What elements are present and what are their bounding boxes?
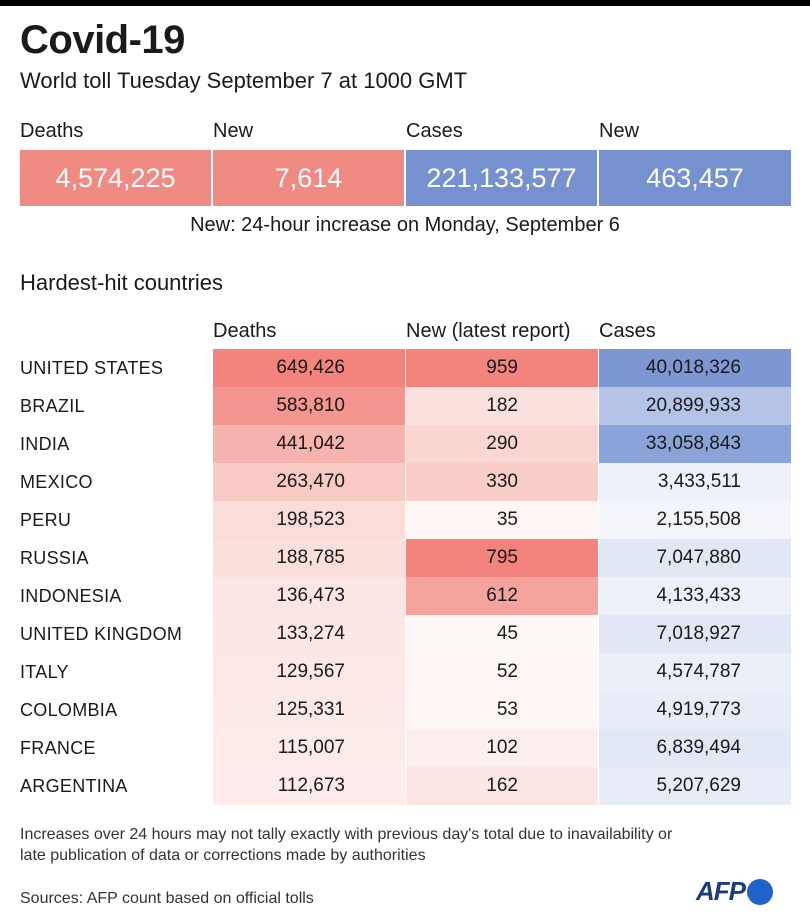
table-row: ITALY 129,567 52 4,574,787 xyxy=(0,653,810,691)
cases-cell: 4,574,787 xyxy=(599,653,791,691)
kpi-label-cases: Cases xyxy=(406,120,463,142)
cases-cell: 4,133,433 xyxy=(599,577,791,615)
table-row: UNITED STATES 649,426 959 40,018,326 xyxy=(0,349,810,387)
kpi-label-new-deaths: New xyxy=(213,120,254,142)
country-name: ARGENTINA xyxy=(20,776,128,796)
country-name: PERU xyxy=(20,510,72,530)
cases-cell: 3,433,511 xyxy=(599,463,791,501)
country-name: UNITED STATES xyxy=(20,358,164,378)
deaths-cell: 133,274 xyxy=(213,615,405,653)
table-row: RUSSIA 188,785 795 7,047,880 xyxy=(0,539,810,577)
column-header-cases: Cases xyxy=(599,320,656,342)
kpi-deaths-value: 4,574,225 xyxy=(20,150,211,206)
cases-cell: 33,058,843 xyxy=(599,425,791,463)
country-name: BRAZIL xyxy=(20,396,85,416)
cases-cell: 4,919,773 xyxy=(599,691,791,729)
deaths-cell: 649,426 xyxy=(213,349,405,387)
new-cell: 612 xyxy=(406,577,598,615)
cases-cell: 5,207,629 xyxy=(599,767,791,805)
country-name: FRANCE xyxy=(20,738,96,758)
country-name: INDONESIA xyxy=(20,586,122,606)
deaths-cell: 136,473 xyxy=(213,577,405,615)
country-name: MEXICO xyxy=(20,472,93,492)
column-header-new: New (latest report) xyxy=(406,320,571,342)
page-title: Covid-19 xyxy=(20,18,185,62)
table-row: PERU 198,523 35 2,155,508 xyxy=(0,501,810,539)
country-name: UNITED KINGDOM xyxy=(20,624,183,644)
deaths-cell: 441,042 xyxy=(213,425,405,463)
new-cell: 45 xyxy=(406,615,598,653)
kpi-new-deaths-value: 7,614 xyxy=(213,150,404,206)
new-cell: 290 xyxy=(406,425,598,463)
section-title: Hardest-hit countries xyxy=(20,270,223,295)
cases-cell: 7,047,880 xyxy=(599,539,791,577)
new-cell: 102 xyxy=(406,729,598,767)
country-name: COLOMBIA xyxy=(20,700,118,720)
deaths-cell: 125,331 xyxy=(213,691,405,729)
cases-cell: 20,899,933 xyxy=(599,387,791,425)
new-cell: 52 xyxy=(406,653,598,691)
table-row: MEXICO 263,470 330 3,433,511 xyxy=(0,463,810,501)
table-row: BRAZIL 583,810 182 20,899,933 xyxy=(0,387,810,425)
deaths-cell: 583,810 xyxy=(213,387,405,425)
globe-icon xyxy=(747,878,773,905)
cases-cell: 6,839,494 xyxy=(599,729,791,767)
afp-logo: AFP xyxy=(696,876,773,907)
new-cell: 182 xyxy=(406,387,598,425)
footnote: Increases over 24 hours may not tally ex… xyxy=(20,826,673,864)
new-cell: 162 xyxy=(406,767,598,805)
country-name: RUSSIA xyxy=(20,548,89,568)
kpi-label-new-cases: New xyxy=(599,120,640,142)
cases-cell: 2,155,508 xyxy=(599,501,791,539)
new-cell: 330 xyxy=(406,463,598,501)
deaths-cell: 188,785 xyxy=(213,539,405,577)
new-cell: 959 xyxy=(406,349,598,387)
deaths-cell: 263,470 xyxy=(213,463,405,501)
cases-cell: 7,018,927 xyxy=(599,615,791,653)
table-row: INDONESIA 136,473 612 4,133,433 xyxy=(0,577,810,615)
column-header-deaths: Deaths xyxy=(213,320,277,342)
kpi-label-deaths: Deaths xyxy=(20,120,84,142)
new-cell: 795 xyxy=(406,539,598,577)
deaths-cell: 129,567 xyxy=(213,653,405,691)
kpi-cases-value: 221,133,577 xyxy=(406,150,597,206)
afp-logo-text: AFP xyxy=(696,876,746,906)
kpi-new-cases-value: 463,457 xyxy=(599,150,791,206)
country-name: INDIA xyxy=(20,434,70,454)
table-row: COLOMBIA 125,331 53 4,919,773 xyxy=(0,691,810,729)
new-cell: 35 xyxy=(406,501,598,539)
country-name: ITALY xyxy=(20,662,69,682)
cases-cell: 40,018,326 xyxy=(599,349,791,387)
table-row: FRANCE 115,007 102 6,839,494 xyxy=(0,729,810,767)
new-cell: 53 xyxy=(406,691,598,729)
deaths-cell: 198,523 xyxy=(213,501,405,539)
table-row: ARGENTINA 112,673 162 5,207,629 xyxy=(0,767,810,805)
table-row: UNITED KINGDOM 133,274 45 7,018,927 xyxy=(0,615,810,653)
table-row: INDIA 441,042 290 33,058,843 xyxy=(0,425,810,463)
deaths-cell: 112,673 xyxy=(213,767,405,805)
sources-line: Sources: AFP count based on official tol… xyxy=(20,890,314,907)
page-subtitle: World toll Tuesday September 7 at 1000 G… xyxy=(20,68,468,93)
deaths-cell: 115,007 xyxy=(213,729,405,767)
top-rule xyxy=(0,0,810,6)
kpi-note: New: 24-hour increase on Monday, Septemb… xyxy=(190,214,620,236)
